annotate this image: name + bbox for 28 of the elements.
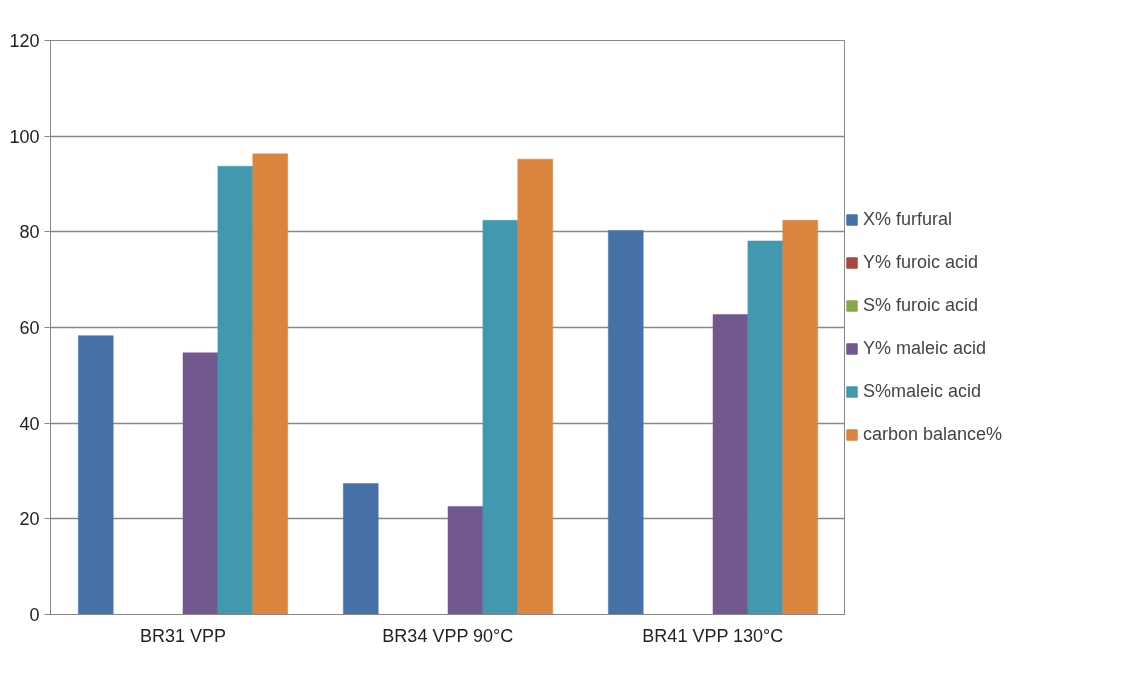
x-tick-label: BR34 VPP 90°C [382, 625, 514, 646]
bar [252, 153, 288, 615]
y-tick-label: 120 [9, 31, 40, 51]
legend-label: X% furfural [863, 209, 953, 230]
bar [447, 506, 484, 615]
bar [217, 166, 254, 615]
legend-label: S% furoic acid [863, 295, 979, 316]
bar [608, 230, 644, 615]
legend-label: Y% maleic acid [863, 338, 987, 359]
legend-label: carbon balance% [863, 424, 1003, 445]
bar [782, 220, 818, 615]
x-tick-label: BR31 VPP [139, 625, 227, 646]
legend-label: S%maleic acid [863, 381, 982, 402]
legend-label: Y% furoic acid [863, 252, 979, 273]
y-tick-label: 60 [19, 318, 40, 338]
bar [482, 220, 519, 615]
y-tick-label: 40 [19, 413, 40, 434]
bar [182, 352, 219, 615]
y-tick-label: 0 [29, 605, 40, 625]
bar [517, 158, 553, 615]
bar [712, 314, 749, 615]
bar [747, 240, 784, 615]
y-tick-label: 100 [9, 126, 40, 147]
bar [78, 335, 114, 615]
y-tick-label: 20 [19, 509, 40, 530]
bar [343, 483, 379, 615]
x-tick-label: BR41 VPP 130°C [642, 625, 784, 646]
y-tick-label: 80 [19, 222, 40, 243]
